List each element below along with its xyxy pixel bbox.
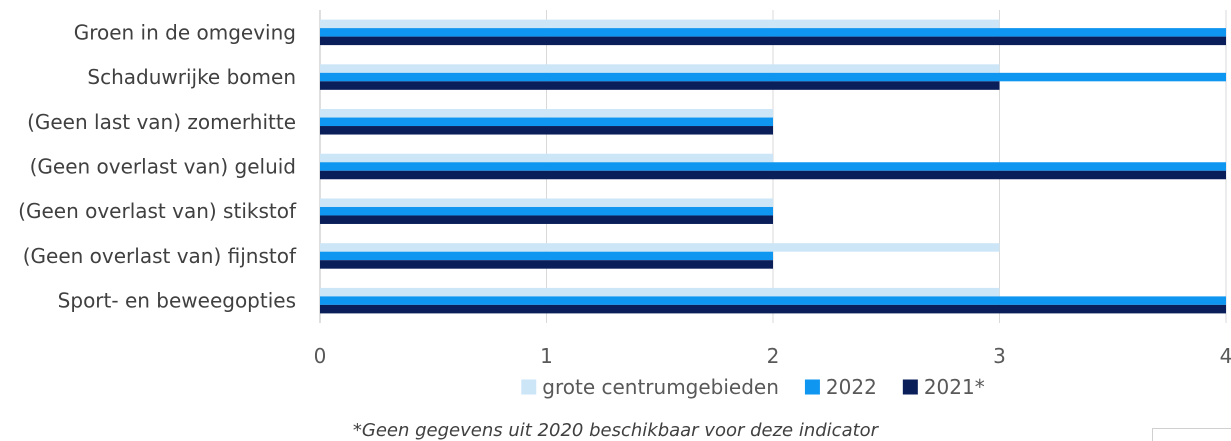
bar [320, 109, 773, 118]
category-label: Sport- en beweegopties [58, 289, 296, 313]
bar [320, 153, 773, 163]
bar [320, 296, 1226, 305]
legend-item: 2021* [902, 375, 985, 399]
category-label: (Geen overlast van) stikstof [18, 199, 297, 223]
legend-item: 2022 [804, 375, 877, 399]
x-axis-ticks: 0 1 2 3 4 [314, 344, 1231, 368]
category-label: Schaduwrijke bomen [87, 65, 296, 89]
bar [320, 19, 1000, 29]
category-label: (Geen overlast van) fijnstof [23, 244, 297, 268]
bar [320, 304, 1226, 314]
category-label: (Geen last van) zomerhitte [27, 110, 296, 134]
bar [320, 126, 773, 135]
bar [320, 170, 1226, 180]
legend-label: grote centrumgebieden [542, 375, 779, 399]
bar [320, 198, 773, 207]
legend-item: grote centrumgebieden [521, 375, 779, 399]
bar [320, 206, 773, 216]
x-tick-label: 0 [314, 344, 327, 368]
legend-label: 2021* [924, 375, 985, 399]
legend: grote centrumgebieden 2022 2021* [521, 375, 985, 399]
x-tick-label: 4 [1220, 344, 1231, 368]
category-label: (Geen overlast van) geluid [30, 155, 296, 179]
bar [320, 215, 773, 224]
bar [320, 162, 1226, 171]
bar [320, 28, 1226, 37]
category-label: Groen in de omgeving [74, 20, 296, 44]
x-tick-label: 3 [993, 344, 1006, 368]
bar [320, 64, 1000, 73]
legend-swatch [521, 379, 537, 395]
legend-label: 2022 [826, 375, 877, 399]
bars [320, 19, 1226, 314]
bar [320, 260, 773, 269]
x-tick-label: 1 [540, 344, 553, 368]
bar [320, 81, 1000, 90]
legend-swatch [804, 379, 820, 395]
bar [320, 72, 1226, 82]
bar [320, 287, 1000, 297]
bar [320, 36, 1226, 46]
corner-frame [1152, 428, 1231, 441]
category-labels: Groen in de omgeving Schaduwrijke bomen (G… [18, 20, 297, 312]
x-tick-label: 2 [767, 344, 780, 368]
chart-footnote: *Geen gegevens uit 2020 beschikbaar voor… [352, 420, 879, 441]
bar [320, 251, 773, 261]
bar [320, 117, 773, 127]
legend-swatch [902, 379, 918, 395]
bar [320, 243, 1000, 252]
